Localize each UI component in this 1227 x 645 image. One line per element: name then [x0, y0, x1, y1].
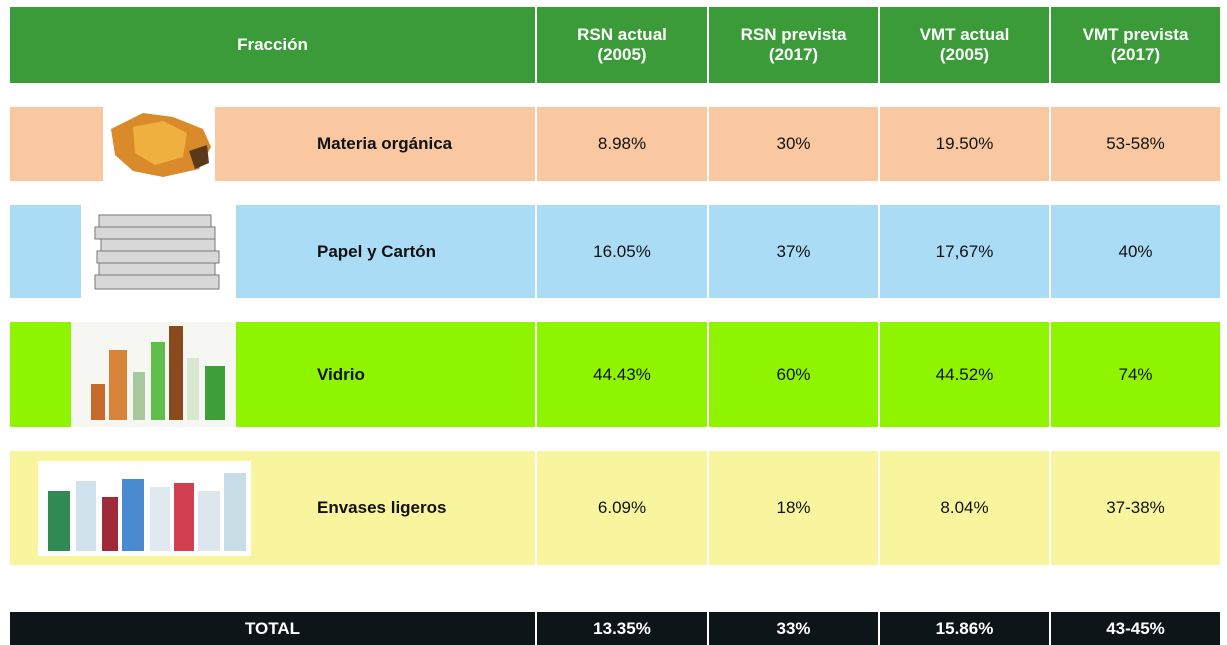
value-cell: 16.05% — [537, 205, 707, 298]
header-cell: VMT prevista (2017) — [1051, 7, 1220, 83]
value-cell: 40% — [1051, 205, 1220, 298]
value-cell: 8.98% — [537, 107, 707, 181]
value-cell: 44.52% — [880, 322, 1049, 427]
value-cell: 60% — [709, 322, 878, 427]
value-cell: 37% — [709, 205, 878, 298]
header-cell: VMT actual (2005) — [880, 7, 1049, 83]
organic-image — [103, 107, 215, 181]
total-cell: 43-45% — [1051, 612, 1220, 645]
paper-image — [81, 205, 236, 298]
value-cell: 74% — [1051, 322, 1220, 427]
value-cell: 53-58% — [1051, 107, 1220, 181]
value-cell: 8.04% — [880, 451, 1049, 565]
value-cell: 18% — [709, 451, 878, 565]
row-label: Materia orgánica — [10, 107, 535, 181]
value-cell: 6.09% — [537, 451, 707, 565]
total-label: TOTAL — [10, 612, 535, 645]
total-cell: 33% — [709, 612, 878, 645]
value-cell: 17,67% — [880, 205, 1049, 298]
header-cell: RSN actual (2005) — [537, 7, 707, 83]
packaging-image — [38, 461, 251, 556]
value-cell: 37-38% — [1051, 451, 1220, 565]
value-cell: 30% — [709, 107, 878, 181]
header-cell: RSN prevista (2017) — [709, 7, 878, 83]
glass-image — [71, 322, 236, 427]
header-cell: Fracción — [10, 7, 535, 83]
value-cell: 44.43% — [537, 322, 707, 427]
total-cell: 15.86% — [880, 612, 1049, 645]
value-cell: 19.50% — [880, 107, 1049, 181]
total-cell: 13.35% — [537, 612, 707, 645]
